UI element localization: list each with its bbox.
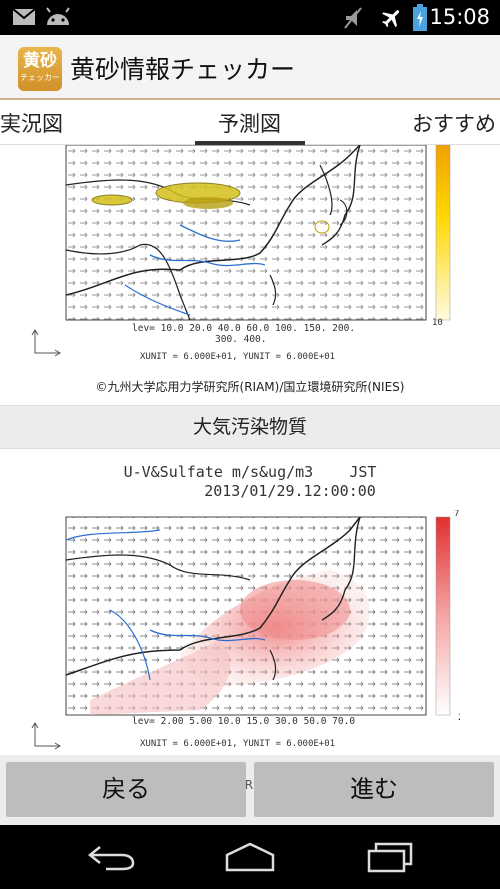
airplane-icon bbox=[382, 10, 400, 28]
back-button[interactable]: 戻る bbox=[6, 762, 246, 817]
map1-levels-2: 300. 400. bbox=[215, 334, 266, 345]
tab-active-indicator bbox=[195, 141, 305, 145]
mute-icon bbox=[344, 7, 362, 29]
tab-recommended[interactable]: おすすめ bbox=[412, 112, 496, 136]
battery-icon bbox=[413, 4, 427, 31]
app-bar-divider bbox=[0, 98, 500, 100]
tab-forecast-map[interactable]: 予測図 bbox=[218, 112, 281, 136]
colorbar-min-label: 10 bbox=[432, 318, 443, 328]
app-logo[interactable]: 黄砂 チェッカー bbox=[18, 47, 62, 91]
map1-credit: ©九州大学応用力学研究所(RIAM)/国立環境研究所(NIES) bbox=[95, 380, 405, 394]
pollutant-heading: 大気汚染物質 bbox=[192, 416, 307, 438]
colorbar-max-label: 70 bbox=[454, 510, 460, 519]
forecast-content[interactable]: 10 lev= 10.0 20.0 40.0 60.0 100. 150. 20… bbox=[0, 145, 500, 755]
sulfate-forecast-map: 70 2 lev= 2.00 5.00 10.0 15.0 30.0 50.0 … bbox=[31, 510, 460, 750]
android-icon bbox=[46, 7, 70, 25]
tab-current-map[interactable]: 実況図 bbox=[0, 112, 63, 136]
recents-icon[interactable] bbox=[366, 841, 414, 873]
app-title: 黄砂情報チェッカー bbox=[70, 55, 296, 84]
map2-units: XUNIT = 6.000E+01, YUNIT = 6.000E+01 bbox=[140, 739, 335, 749]
forward-button[interactable]: 進む bbox=[254, 762, 494, 817]
pollutant-section-header: 大気汚染物質 bbox=[0, 405, 500, 449]
app-bar: 黄砂 チェッカー 黄砂情報チェッカー bbox=[0, 35, 500, 100]
map2-levels: lev= 2.00 5.00 10.0 15.0 30.0 50.0 70.0 bbox=[132, 716, 355, 727]
pollutant-chart-date: 2013/01/29.12:00:00 bbox=[204, 482, 376, 500]
system-nav-bar bbox=[0, 825, 500, 889]
dust-forecast-map: 10 lev= 10.0 20.0 40.0 60.0 100. 150. 20… bbox=[31, 145, 451, 362]
status-bar: 15:08 bbox=[0, 0, 500, 35]
tab-bar: 実況図 予測図 おすすめ bbox=[0, 100, 500, 145]
map1-units: XUNIT = 6.000E+01, YUNIT = 6.000E+01 bbox=[140, 352, 335, 362]
clock: 15:08 bbox=[429, 5, 490, 29]
pollutant-chart-title: U-V&Sulfate m/s&ug/m3 JST bbox=[123, 463, 377, 481]
colorbar-min-label-2: 2 bbox=[458, 713, 460, 723]
home-icon[interactable] bbox=[224, 841, 276, 873]
mail-icon bbox=[12, 8, 36, 25]
map1-levels: lev= 10.0 20.0 40.0 60.0 100. 150. 200. bbox=[132, 323, 355, 334]
back-icon[interactable] bbox=[86, 843, 136, 871]
